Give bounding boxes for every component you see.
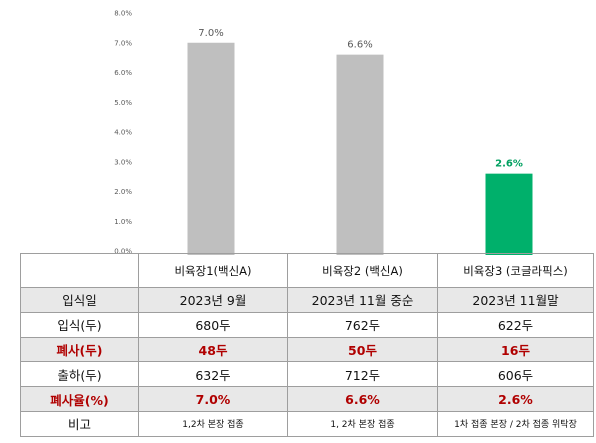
table-cell: 762두 (287, 311, 438, 338)
bar (187, 42, 235, 255)
table-cell: 16두 (437, 336, 594, 363)
table-cell: 1차 접종 본장 / 2차 접종 위탁장 (437, 410, 594, 437)
table-cell: 2023년 9월 (138, 287, 288, 313)
row-label: 비고 (20, 410, 139, 437)
table-row: 비고 1,2차 본장 접종 1, 2차 본장 접종 1차 접종 본장 / 2차 접종 … (20, 410, 594, 437)
header-cell-empty (20, 253, 139, 288)
bars (187, 42, 533, 256)
value-labels: 7.0% 6.6% 2.6% (198, 28, 523, 170)
y-tick-label: 3.0% (114, 158, 132, 166)
table-cell: 1, 2차 본장 접종 (287, 410, 438, 437)
table-cell: 6.6% (287, 386, 438, 412)
table-cell: 606두 (437, 361, 594, 388)
row-label: 입식일 (20, 287, 139, 313)
y-tick-label: 1.0% (114, 218, 132, 226)
table-cell: 48두 (138, 336, 288, 363)
y-tick-label: 7.0% (114, 39, 132, 47)
y-axis: 0.0% 1.0% 2.0% 3.0% 4.0% 5.0% 6.0% 7.0% 8.0% (114, 10, 132, 256)
table-row: 출하(두) 632두 712두 606두 (20, 361, 594, 388)
table-cell: 1,2차 본장 접종 (138, 410, 288, 437)
bar-chart: 0.0% 1.0% 2.0% 3.0% 4.0% 5.0% 6.0% 7.0% 8.0% 7.0… (114, 10, 533, 256)
row-label: 입식(두) (20, 311, 139, 338)
table-header-row: 비육장1(백신A) 비육장2 (백신A) 비육장3 (코글라픽스) (20, 253, 594, 288)
table-row: 폐사율(%) 7.0% 6.6% 2.6% (20, 386, 594, 412)
table-cell: 632두 (138, 361, 288, 388)
bar-value-label: 2.6% (495, 159, 523, 170)
table-row: 폐사(두) 48두 50두 16두 (20, 336, 594, 363)
row-label: 폐사(두) (20, 336, 139, 363)
bar-value-label: 6.6% (347, 40, 372, 51)
data-table: 비육장1(백신A) 비육장2 (백신A) 비육장3 (코글라픽스) 입식일 202… (20, 253, 594, 437)
bar (336, 54, 384, 256)
table-cell: 712두 (287, 361, 438, 388)
header-cell-farm1: 비육장1(백신A) (138, 253, 288, 288)
row-label: 폐사율(%) (20, 386, 139, 412)
header-cell-farm3: 비육장3 (코글라픽스) (437, 253, 594, 288)
y-tick-label: 4.0% (114, 129, 132, 137)
table-cell: 622두 (437, 311, 594, 338)
table-cell: 2023년 11월말 (437, 287, 594, 313)
bar-value-label: 7.0% (198, 28, 223, 39)
table-body: 입식일 2023년 9월 2023년 11월 중순 2023년 11월말 입식(두) 68… (20, 287, 594, 437)
y-tick-label: 6.0% (114, 69, 132, 77)
header-cell-farm2: 비육장2 (백신A) (287, 253, 438, 288)
row-label: 출하(두) (20, 361, 139, 388)
table-cell: 2023년 11월 중순 (287, 287, 438, 313)
y-tick-label: 8.0% (114, 10, 132, 18)
table-cell: 680두 (138, 311, 288, 338)
y-tick-label: 2.0% (114, 188, 132, 196)
table-row: 입식(두) 680두 762두 622두 (20, 311, 594, 338)
table-cell: 7.0% (138, 386, 288, 412)
table-cell: 50두 (287, 336, 438, 363)
y-tick-label: 0.0% (114, 248, 132, 256)
table-row: 입식일 2023년 9월 2023년 11월 중순 2023년 11월말 (20, 287, 594, 313)
y-tick-label: 5.0% (114, 99, 132, 107)
bar (485, 173, 533, 255)
table-cell: 2.6% (437, 386, 594, 412)
